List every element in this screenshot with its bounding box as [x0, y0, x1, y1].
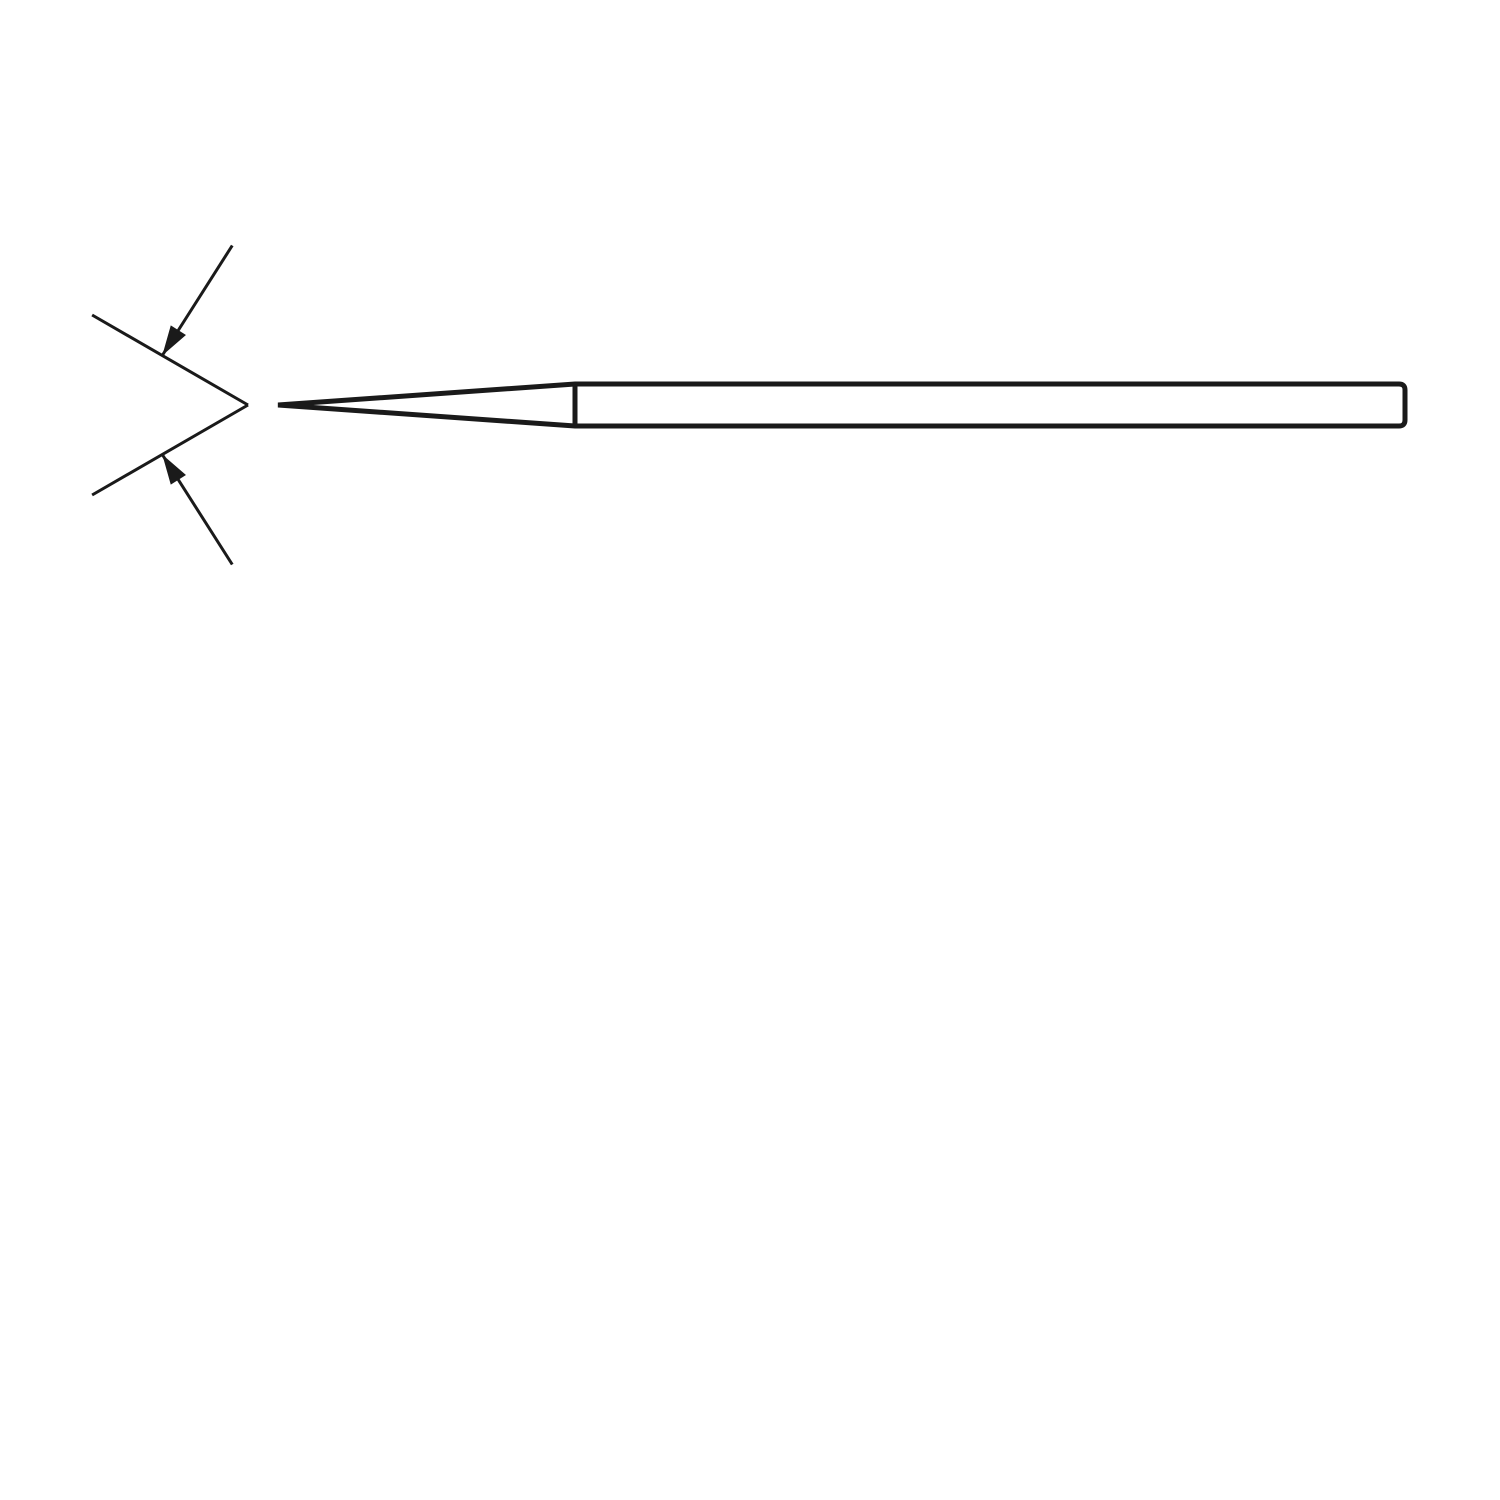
top-view-outline — [278, 384, 1405, 426]
